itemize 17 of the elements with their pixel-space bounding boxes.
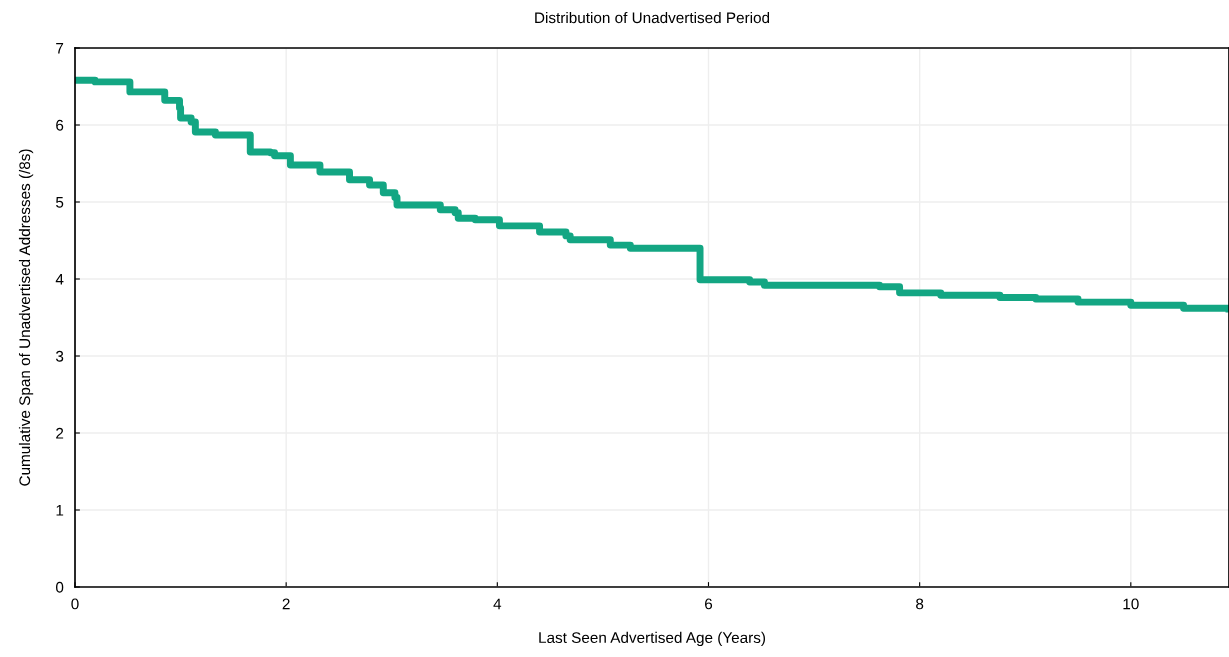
y-tick-label: 0 [55,581,64,593]
x-tick-label: 4 [493,598,502,610]
x-tick-label: 8 [916,598,924,610]
y-tick-label: 1 [56,505,64,516]
y-tick-label: 7 [56,43,64,54]
x-axis-title: Last Seen Advertised Age (Years) [539,631,766,647]
y-tick-label: 3 [55,350,64,362]
y-tick-label: 4 [55,274,64,285]
y-tick-label: 2 [56,427,64,439]
x-tick-label: 6 [705,598,713,610]
chart-title: Distribution of Unadvertised Period [535,11,770,24]
x-tick-label: 0 [71,598,79,610]
x-tick-label: 2 [282,598,290,610]
y-tick-label: 5 [56,197,64,208]
y-tick-label: 6 [56,119,64,131]
x-tick-label: 10 [1123,598,1139,610]
y-axis-title: Cumulative Span of Unadvertised Addresses (/8s) [18,149,34,486]
